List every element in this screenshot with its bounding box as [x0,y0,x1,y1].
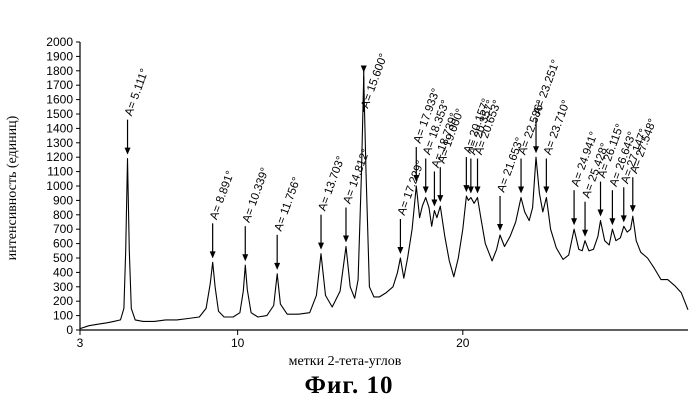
peak-arrow-head [582,230,588,237]
peak-arrow-head [598,210,604,217]
peak-arrow-head [361,66,367,73]
x-axis-label: метки 2-тета-углов [289,354,402,369]
peak-marker: A= 27.548° [628,117,659,212]
y-axis-label: интенсивность (единиц) [5,115,20,260]
peak-label: A= 10.339° [241,166,272,224]
y-tick-label: 900 [53,193,73,207]
y-tick-label: 1200 [46,150,73,164]
y-tick-label: 700 [53,222,73,236]
peak-marker: A= 8.891° [208,169,237,258]
peak-arrow-head [609,218,615,225]
y-tick-label: 300 [53,280,73,294]
peak-arrow-head [630,205,636,212]
y-tick-label: 2000 [46,35,73,49]
peak-annotations: A= 5.111° A= 8.891°A= 10.339°A= 11.756° A=… [123,52,659,270]
y-tick-label: 1900 [46,49,73,63]
y-tick-label: 600 [53,237,73,251]
peak-arrow-head [533,146,539,153]
peak-arrow-head [274,263,280,270]
peak-arrow-head [468,187,474,194]
y-tick-label: 1800 [46,64,73,78]
y-tick-label: 500 [53,251,73,265]
y-tick-label: 400 [53,265,73,279]
peak-marker: A= 11.756° [273,176,304,270]
peak-arrow-head [463,185,469,192]
peak-arrow-head [210,251,216,258]
peak-arrow-head [571,218,577,225]
y-tick-label: 0 [66,323,73,337]
peak-arrow-head [431,199,437,206]
figure-caption: Фиг. 10 [0,372,698,400]
peak-label: A= 8.891° [208,169,237,221]
y-tick-label: 1600 [46,93,73,107]
peak-arrow-head [343,235,349,242]
peak-arrow-head [437,195,443,202]
peak-arrow-head [242,254,248,261]
peak-label: A= 13.703° [317,155,348,213]
y-tick-label: 200 [53,294,73,308]
peak-label: A= 11.756° [273,176,304,233]
peak-arrow-head [423,187,429,194]
peak-arrow-head [125,148,131,155]
y-tick-label: 100 [53,309,73,323]
y-tick-label: 1500 [46,107,73,121]
peak-arrow-head [497,224,503,231]
peak-marker: A= 5.111° [123,67,151,154]
peak-arrow-head [475,187,481,194]
x-tick-label: 3 [77,336,84,350]
peak-marker: A= 23.710° [542,99,573,194]
peak-arrow-head [397,247,403,254]
y-tick-label: 800 [53,208,73,222]
peak-label: A= 23.710° [542,99,573,157]
diffraction-series-line [80,77,688,329]
y-tick-label: 1000 [46,179,73,193]
peak-arrow-head [543,187,549,194]
series-layer [80,77,688,329]
y-tick-label: 1700 [46,78,73,92]
peak-marker: A= 10.339° [241,166,272,261]
peak-marker: A= 15.600° [359,52,390,112]
x-tick-label: 20 [456,336,470,350]
y-tick-label: 1300 [46,136,73,150]
y-tick-label: 1400 [46,121,73,135]
x-tick-label: 10 [231,336,245,350]
peak-arrow-head [621,215,627,222]
y-tick-label: 1100 [47,165,73,179]
peak-label: A= 14.812° [342,148,373,206]
peak-label: A= 5.111° [123,67,151,117]
peak-arrow-head [518,187,524,194]
peak-arrow-head [318,243,324,250]
